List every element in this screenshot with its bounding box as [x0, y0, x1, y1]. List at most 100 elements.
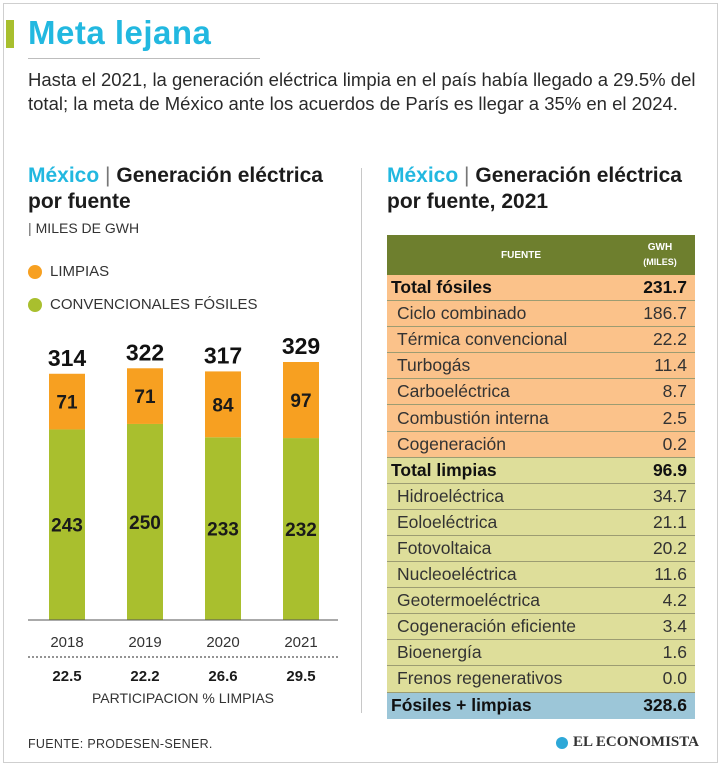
- x-tick-label: 2021: [284, 634, 317, 651]
- row-value: 186.7: [643, 303, 687, 324]
- legend-fossil-label: CONVENCIONALES FÓSILES: [50, 296, 258, 313]
- brand-text: EL ECONOMISTA: [573, 734, 699, 750]
- table-row: Ciclo combinado 186.7: [387, 301, 695, 328]
- col-header-source: FUENTE: [501, 249, 541, 261]
- table-row: Combustión interna 2.5: [387, 405, 695, 432]
- bar-clean: [283, 362, 319, 439]
- bar-fossil-value-label: 250: [129, 513, 161, 534]
- row-name: Combustión interna: [397, 407, 549, 428]
- column-divider: [361, 168, 362, 713]
- title-underline: [28, 58, 260, 59]
- legend-clean-dot: [28, 264, 42, 279]
- source-note: FUENTE: PRODESEN-SENER.: [28, 737, 213, 751]
- bar-total-label: 329: [282, 333, 320, 359]
- stacked-bar-chart: 243 71 314 2018 22.5 250 71 322 2019 22.2 233 84 317…: [28, 333, 338, 706]
- row-value: 328.6: [643, 695, 687, 716]
- row-value: 4.2: [662, 590, 687, 611]
- bar-clean: [205, 371, 241, 438]
- table-row: Cogeneración 0.2: [387, 431, 695, 458]
- participation-value: 29.5: [286, 668, 315, 685]
- table-row: Bioenergía 1.6: [387, 640, 695, 667]
- row-name: Nucleoeléctrica: [397, 564, 517, 585]
- bar-total-label: 314: [48, 345, 87, 371]
- table-row: Fotovoltaica 20.2: [387, 535, 695, 563]
- row-name: Bioenergía: [397, 642, 482, 663]
- table-row: Térmica convencional 22.2: [387, 327, 695, 354]
- row-value: 96.9: [652, 459, 687, 480]
- bar-fossil: [283, 438, 319, 620]
- row-name: Hidroeléctrica: [397, 485, 504, 506]
- table-row-grand-total: Fósiles + limpias 328.6: [387, 692, 695, 719]
- row-name: Total limpias: [391, 459, 497, 480]
- table-row: Cogeneración eficiente 3.4: [387, 614, 695, 641]
- table-header: FUENTE GWH (MILES): [387, 235, 695, 275]
- brand-logo: EL ECONOMISTA: [556, 734, 699, 751]
- row-value: 11.6: [654, 564, 687, 585]
- chart-title: México | Generación eléctrica por fuente: [28, 163, 348, 215]
- bar-clean-value-label: 84: [212, 395, 234, 416]
- table-row: Frenos regenerativos 0.0: [387, 666, 695, 693]
- generation-table: FUENTE GWH (MILES) Total fósiles 231.7 C…: [387, 235, 695, 719]
- row-value: 3.4: [662, 616, 687, 637]
- col-header-value: GWH (MILES): [625, 240, 695, 270]
- x-tick-label: 2018: [50, 634, 83, 651]
- row-name: Cogeneración: [397, 433, 506, 454]
- row-name: Carboeléctrica: [397, 381, 510, 402]
- row-name: Frenos regenerativos: [397, 668, 563, 689]
- bar-total-label: 317: [204, 342, 242, 368]
- row-value: 231.7: [643, 277, 687, 298]
- participation-value: 26.6: [208, 668, 237, 685]
- participation-value: 22.5: [52, 668, 81, 685]
- legend-fossil: CONVENCIONALES FÓSILES: [28, 296, 258, 313]
- row-name: Ciclo combinado: [397, 303, 527, 324]
- chart-title-text: Generación eléctrica por fuente: [28, 164, 323, 213]
- bar-clean: [49, 373, 85, 430]
- row-value: 0.2: [662, 433, 687, 454]
- bar-total-label: 322: [126, 339, 164, 365]
- table-row-total-clean: Total limpias 96.9: [387, 457, 695, 484]
- bar-clean-value-label: 97: [290, 391, 311, 412]
- bar-fossil: [49, 429, 85, 620]
- row-name: Turbogás: [397, 355, 471, 376]
- row-name: Fósiles + limpias: [391, 695, 532, 716]
- table-row-total-fossil: Total fósiles 231.7: [387, 275, 695, 302]
- participation-value: 22.2: [130, 668, 159, 685]
- table-row: Hidroeléctrica 34.7: [387, 483, 695, 510]
- bar-fossil: [127, 423, 163, 620]
- col-header-value-sub: (MILES): [643, 257, 677, 267]
- legend-clean-label: LIMPIAS: [50, 263, 110, 280]
- title-accent-bar: [6, 20, 14, 48]
- units-bar: |: [28, 220, 32, 236]
- bar-fossil-value-label: 243: [51, 516, 83, 537]
- row-name: Total fósiles: [391, 277, 492, 298]
- x-tick-label: 2019: [128, 634, 161, 651]
- page-subtitle: Hasta el 2021, la generación eléctrica l…: [28, 69, 696, 114]
- bar-fossil-value-label: 232: [285, 520, 317, 541]
- row-value: 0.0: [662, 668, 687, 689]
- units-text: MILES DE GWH: [35, 220, 140, 236]
- row-value: 34.7: [652, 485, 687, 506]
- row-name: Térmica convencional: [397, 329, 568, 350]
- row-value: 2.5: [662, 407, 687, 428]
- brand-icon: [556, 736, 568, 749]
- row-value: 11.4: [654, 355, 687, 376]
- table-row: Geotermoeléctrica 4.2: [387, 588, 695, 615]
- row-value: 20.2: [652, 537, 687, 558]
- col-header-value-main: GWH: [647, 242, 673, 253]
- bar-fossil: [205, 437, 241, 620]
- row-value: 8.7: [662, 381, 687, 402]
- table-title-separator: |: [464, 164, 470, 187]
- bar-fossil-value-label: 233: [207, 520, 239, 541]
- legend-fossil-dot: [28, 297, 42, 312]
- participation-label: PARTICIPACION % LIMPIAS: [92, 690, 274, 706]
- bar-clean-value-label: 71: [56, 393, 78, 414]
- row-value: 1.6: [662, 642, 687, 663]
- row-value: 21.1: [652, 511, 687, 532]
- row-value: 22.2: [652, 329, 687, 350]
- legend-clean: LIMPIAS: [28, 263, 109, 280]
- chart-title-separator: |: [105, 164, 111, 187]
- table-row: Nucleoeléctrica 11.6: [387, 562, 695, 589]
- page-title: Meta lejana: [28, 14, 212, 51]
- row-name: Geotermoeléctrica: [397, 590, 540, 611]
- chart-title-country: México: [28, 164, 100, 187]
